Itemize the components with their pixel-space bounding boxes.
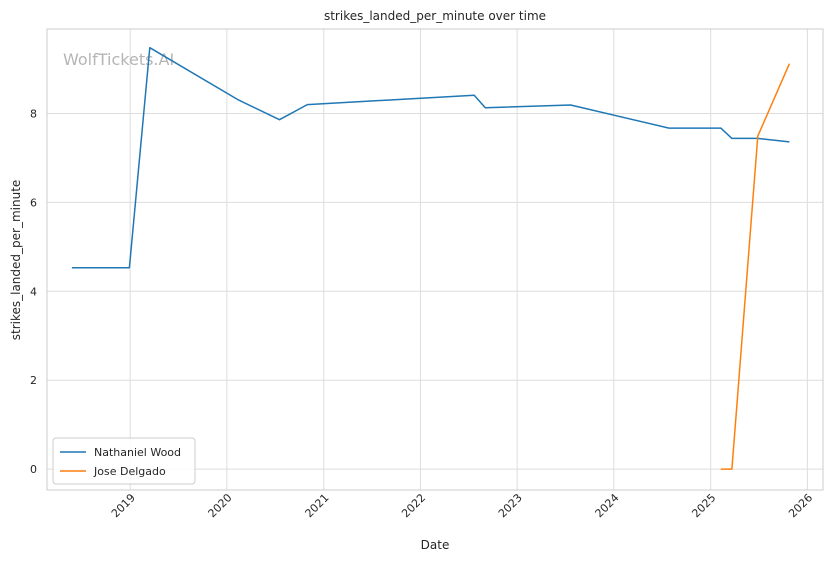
chart-title: strikes_landed_per_minute over time bbox=[324, 9, 546, 23]
series-line-jose-delgado bbox=[720, 63, 791, 470]
y-tick-label: 8 bbox=[30, 107, 37, 120]
series bbox=[71, 46, 791, 470]
y-tick-labels: 0 2 4 6 8 bbox=[30, 107, 37, 476]
y-tick-label: 2 bbox=[30, 374, 37, 387]
y-axis-label: strikes_landed_per_minute bbox=[9, 180, 23, 341]
series-line-nathaniel-wood bbox=[71, 46, 790, 269]
legend-box bbox=[52, 437, 196, 485]
y-tick-label: 0 bbox=[30, 463, 37, 476]
legend: Nathaniel Wood Jose Delgado bbox=[52, 437, 196, 485]
y-tick-label: 4 bbox=[30, 285, 37, 298]
watermark: WolfTickets.AI bbox=[63, 50, 174, 69]
x-axis-label: Date bbox=[421, 538, 450, 552]
plot-frame bbox=[46, 28, 824, 491]
legend-label-nathaniel-wood: Nathaniel Wood bbox=[94, 446, 181, 459]
legend-label-jose-delgado: Jose Delgado bbox=[93, 465, 166, 478]
y-tick-label: 6 bbox=[30, 196, 37, 209]
